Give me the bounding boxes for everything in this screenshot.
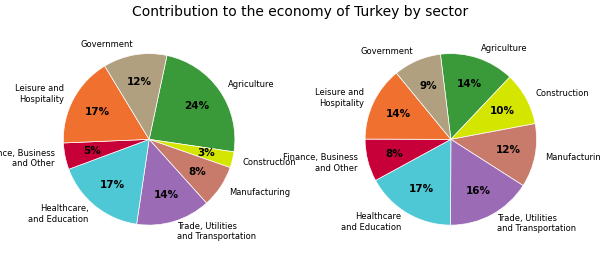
Text: Finance, Business
and Other: Finance, Business and Other bbox=[283, 153, 358, 173]
Text: Trade, Utilities
and Transportation: Trade, Utilities and Transportation bbox=[177, 222, 256, 241]
Text: Government: Government bbox=[80, 40, 133, 49]
Wedge shape bbox=[397, 54, 451, 139]
Text: 9%: 9% bbox=[419, 81, 437, 91]
Text: 16%: 16% bbox=[466, 185, 491, 196]
Text: 24%: 24% bbox=[184, 101, 209, 111]
Text: Government: Government bbox=[361, 47, 413, 55]
Text: 10%: 10% bbox=[490, 106, 515, 116]
Text: Manufacturing: Manufacturing bbox=[229, 188, 290, 197]
Text: 12%: 12% bbox=[127, 77, 152, 87]
Text: 14%: 14% bbox=[457, 79, 482, 89]
Text: 17%: 17% bbox=[100, 180, 125, 190]
Wedge shape bbox=[149, 139, 230, 203]
Wedge shape bbox=[137, 139, 206, 225]
Text: 14%: 14% bbox=[154, 190, 179, 200]
Text: 14%: 14% bbox=[386, 109, 411, 119]
Wedge shape bbox=[376, 139, 451, 225]
Text: Construction: Construction bbox=[242, 158, 296, 167]
Wedge shape bbox=[440, 54, 510, 139]
Text: Healthcare
and Education: Healthcare and Education bbox=[341, 212, 401, 232]
Text: 17%: 17% bbox=[85, 107, 110, 117]
Text: Agriculture: Agriculture bbox=[228, 80, 275, 89]
Text: 8%: 8% bbox=[385, 149, 403, 159]
Wedge shape bbox=[365, 139, 451, 180]
Text: 12%: 12% bbox=[496, 146, 521, 155]
Wedge shape bbox=[365, 73, 451, 139]
Text: Leisure and
Hospitality: Leisure and Hospitality bbox=[16, 84, 64, 104]
Wedge shape bbox=[149, 139, 234, 168]
Text: Agriculture: Agriculture bbox=[481, 44, 527, 53]
Text: Finance, Business
and Other: Finance, Business and Other bbox=[0, 149, 55, 168]
Wedge shape bbox=[105, 54, 167, 139]
Wedge shape bbox=[64, 66, 149, 143]
Wedge shape bbox=[149, 55, 235, 152]
Wedge shape bbox=[451, 77, 535, 139]
Wedge shape bbox=[451, 139, 523, 225]
Wedge shape bbox=[64, 139, 149, 169]
Text: Manufacturing: Manufacturing bbox=[545, 153, 600, 162]
Text: Leisure and
Hospitality: Leisure and Hospitality bbox=[315, 88, 364, 108]
Text: Healthcare,
and Education: Healthcare, and Education bbox=[28, 204, 89, 224]
Text: 3%: 3% bbox=[197, 148, 215, 158]
Wedge shape bbox=[451, 124, 536, 185]
Text: Contribution to the economy of Turkey by sector: Contribution to the economy of Turkey by… bbox=[132, 5, 468, 19]
Text: 5%: 5% bbox=[83, 146, 101, 156]
Wedge shape bbox=[69, 139, 149, 224]
Text: Construction: Construction bbox=[535, 89, 589, 98]
Text: Trade, Utilities
and Transportation: Trade, Utilities and Transportation bbox=[497, 214, 576, 233]
Text: 8%: 8% bbox=[189, 167, 206, 177]
Text: 17%: 17% bbox=[409, 184, 434, 195]
